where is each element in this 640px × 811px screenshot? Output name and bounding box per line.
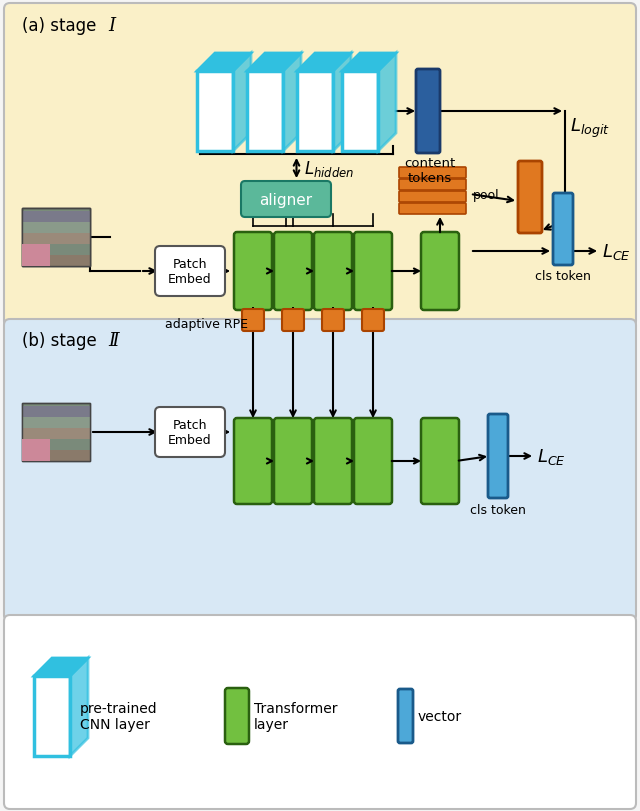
FancyBboxPatch shape <box>274 418 312 504</box>
Polygon shape <box>197 54 251 72</box>
FancyBboxPatch shape <box>416 70 440 154</box>
FancyBboxPatch shape <box>155 247 225 297</box>
FancyBboxPatch shape <box>241 182 331 217</box>
FancyBboxPatch shape <box>399 168 466 178</box>
Text: (b) stage: (b) stage <box>22 332 102 350</box>
Bar <box>22 406 90 418</box>
Text: $L_{logit}$: $L_{logit}$ <box>570 117 610 140</box>
FancyBboxPatch shape <box>398 689 413 743</box>
Bar <box>22 450 90 461</box>
FancyBboxPatch shape <box>362 310 384 332</box>
Text: Ⅱ: Ⅱ <box>108 332 118 350</box>
Text: cls token: cls token <box>535 270 591 283</box>
Polygon shape <box>342 54 396 72</box>
Text: pre-trained
CNN layer: pre-trained CNN layer <box>80 701 157 732</box>
FancyBboxPatch shape <box>242 310 264 332</box>
Polygon shape <box>378 54 396 152</box>
Bar <box>22 404 90 461</box>
FancyBboxPatch shape <box>399 180 466 191</box>
Text: Patch
Embed: Patch Embed <box>168 258 212 285</box>
Bar <box>22 440 50 461</box>
Text: pool: pool <box>473 188 500 201</box>
Polygon shape <box>342 72 378 152</box>
Bar <box>22 223 90 234</box>
Bar <box>22 404 90 461</box>
Text: Transformer
layer: Transformer layer <box>254 701 337 732</box>
Polygon shape <box>297 54 351 72</box>
FancyBboxPatch shape <box>282 310 304 332</box>
Text: vector: vector <box>418 709 462 723</box>
FancyBboxPatch shape <box>314 418 352 504</box>
FancyBboxPatch shape <box>421 233 459 311</box>
Bar <box>22 418 90 428</box>
Polygon shape <box>333 54 351 152</box>
Text: aligner: aligner <box>259 192 312 208</box>
Text: content
tokens: content tokens <box>404 157 456 185</box>
FancyBboxPatch shape <box>4 320 636 621</box>
Polygon shape <box>233 54 251 152</box>
Bar <box>22 212 90 223</box>
Text: Ⅰ: Ⅰ <box>108 17 115 35</box>
Text: cls token: cls token <box>470 504 526 517</box>
Polygon shape <box>34 659 88 676</box>
Polygon shape <box>197 72 233 152</box>
FancyBboxPatch shape <box>399 204 466 215</box>
Bar <box>22 245 50 267</box>
Text: adaptive RPE: adaptive RPE <box>165 318 248 331</box>
FancyBboxPatch shape <box>488 414 508 499</box>
FancyBboxPatch shape <box>399 191 466 203</box>
Text: Patch
Embed: Patch Embed <box>168 418 212 446</box>
Polygon shape <box>247 54 301 72</box>
FancyBboxPatch shape <box>322 310 344 332</box>
Bar <box>22 234 90 245</box>
Bar <box>22 208 90 267</box>
Polygon shape <box>70 659 88 756</box>
FancyBboxPatch shape <box>314 233 352 311</box>
Bar <box>22 428 90 440</box>
Bar <box>22 245 90 255</box>
FancyBboxPatch shape <box>274 233 312 311</box>
FancyBboxPatch shape <box>225 689 249 744</box>
FancyBboxPatch shape <box>4 4 636 328</box>
Bar <box>22 208 90 267</box>
Bar <box>22 208 90 267</box>
Polygon shape <box>283 54 301 152</box>
Text: $L_{CE}$: $L_{CE}$ <box>537 446 566 466</box>
FancyBboxPatch shape <box>354 418 392 504</box>
Polygon shape <box>247 72 283 152</box>
Polygon shape <box>297 72 333 152</box>
FancyBboxPatch shape <box>553 194 573 266</box>
Text: (a) stage: (a) stage <box>22 17 102 35</box>
Text: $L_{CE}$: $L_{CE}$ <box>602 242 631 262</box>
FancyBboxPatch shape <box>421 418 459 504</box>
FancyBboxPatch shape <box>518 162 542 234</box>
FancyBboxPatch shape <box>155 407 225 457</box>
FancyBboxPatch shape <box>234 418 272 504</box>
Polygon shape <box>34 676 70 756</box>
FancyBboxPatch shape <box>234 233 272 311</box>
Bar <box>22 440 90 450</box>
Bar <box>22 255 90 267</box>
Text: $L_{hidden}$: $L_{hidden}$ <box>305 159 355 178</box>
FancyBboxPatch shape <box>4 616 636 809</box>
FancyBboxPatch shape <box>354 233 392 311</box>
